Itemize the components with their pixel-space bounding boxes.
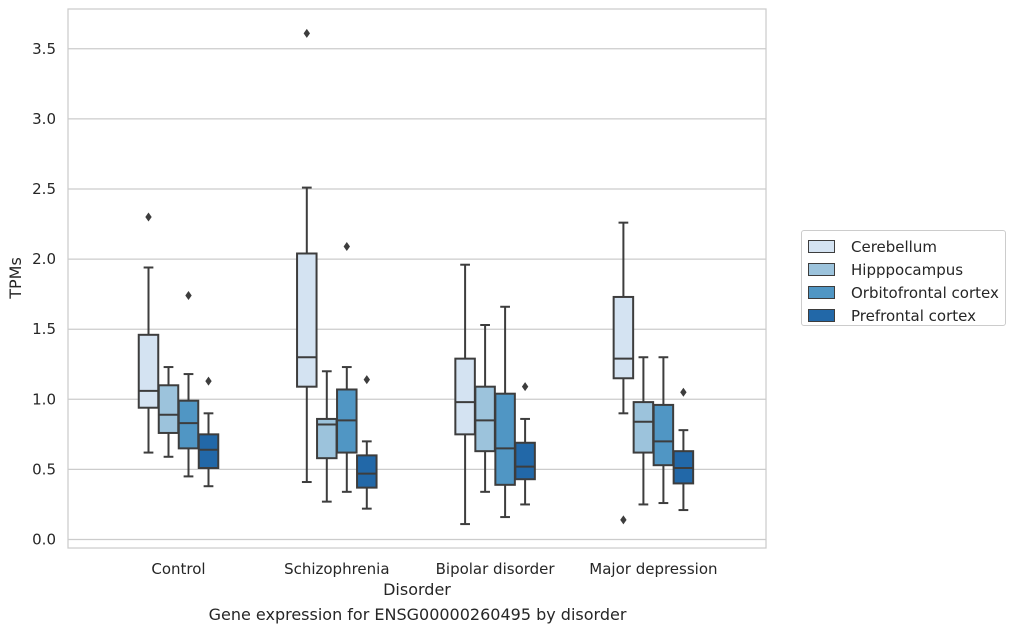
box-iqr [177,399,200,450]
series-hipppocampus [157,323,655,506]
legend-swatch [808,286,835,299]
box-iqr [474,385,496,453]
box-iqr [454,357,476,436]
grid-lines [68,48,766,541]
box-iqr [514,441,536,481]
y-tick-label: 2.5 [32,180,56,198]
y-axis-ticks: 0.0 0.5 1.0 1.5 2.0 2.5 3.0 3.5 [32,40,56,549]
box-iqr [157,384,180,434]
legend-item: Hipppocampus [808,258,1005,281]
legend-item: Orbitofrontal cortex [808,281,1005,304]
x-axis-title: Disorder [383,580,451,599]
box-iqr [356,454,378,489]
plot-area-frame [67,8,767,549]
legend-label: Prefrontal cortex [851,306,976,325]
chart-caption: Gene expression for ENSG00000260495 by d… [208,605,627,624]
box [494,305,516,519]
series-cerebellum [137,28,635,526]
legend: Cerebellum Hipppocampus Orbitofrontal cort… [801,230,1006,326]
legend-label: Cerebellum [851,237,937,256]
legend-swatch [808,263,835,276]
legend-label: Orbitofrontal cortex [851,283,999,302]
box [356,375,378,510]
y-tick-label: 2.0 [32,250,56,268]
x-tick-label: Bipolar disorder [436,560,556,578]
legend-swatch [808,240,835,253]
outlier-marker [303,28,310,38]
y-tick-label: 1.0 [32,390,56,408]
series-prefrontal-cortex [197,375,695,512]
outlier-marker [185,291,192,301]
box [296,28,318,484]
box-iqr [632,401,655,454]
y-tick-label: 1.5 [32,320,56,338]
box [474,323,496,493]
box [514,382,536,506]
box-iqr [612,295,635,380]
box-iqr [652,403,675,467]
outlier-marker [145,212,152,222]
series-orbitofrontal-cortex [177,241,675,519]
outlier-marker [521,382,529,392]
box [336,241,358,493]
outlier-marker [205,376,212,386]
x-axis-ticks: Control Schizophrenia Bipolar disorder Majo… [151,560,717,578]
box [612,221,635,525]
outlier-marker [620,515,627,525]
y-tick-label: 3.0 [32,110,56,128]
outlier-marker [680,387,687,397]
box-iqr [494,392,516,486]
outlier-marker [343,241,350,251]
box [652,356,675,505]
legend-item: Prefrontal cortex [808,304,1005,327]
y-tick-label: 0.5 [32,460,56,478]
legend-swatch [808,309,835,322]
box [316,370,338,503]
box [454,263,476,526]
box-iqr [296,252,318,388]
legend-item: Cerebellum [808,235,1005,258]
x-tick-label: Major depression [589,560,717,578]
box [137,212,160,454]
y-tick-label: 0.0 [32,531,56,549]
legend-label: Hipppocampus [851,260,964,279]
x-tick-label: Control [151,560,205,578]
box [197,376,220,488]
box [157,366,180,458]
box-series [137,28,695,526]
box-iqr [197,433,220,469]
box [632,356,655,506]
box-iqr [137,333,160,409]
box [672,387,695,512]
y-axis-title: TPMs [6,257,25,300]
y-tick-label: 3.5 [32,40,56,58]
x-tick-label: Schizophrenia [284,560,389,578]
outlier-marker [363,375,370,385]
box [177,291,200,478]
